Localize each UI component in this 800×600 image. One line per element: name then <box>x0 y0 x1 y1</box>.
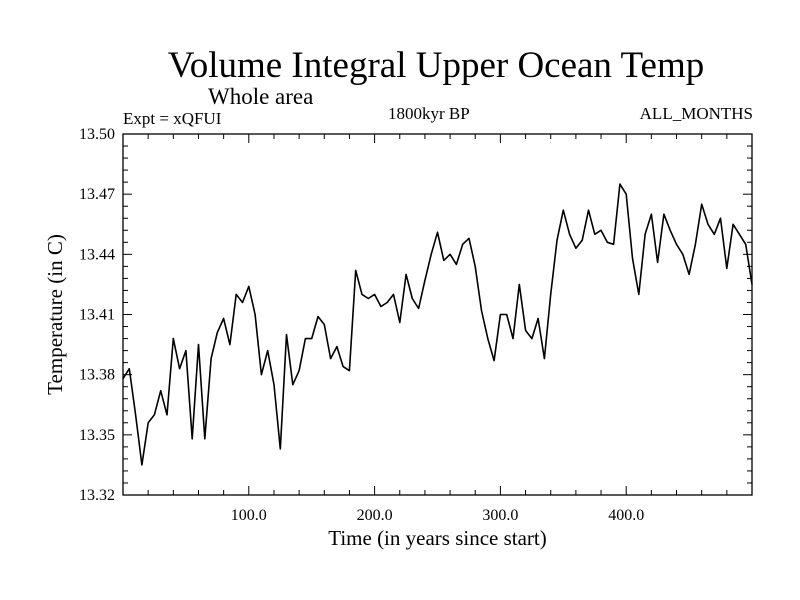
tick-marks <box>123 134 752 495</box>
y-tick-label: 13.32 <box>79 487 115 504</box>
chart-title: Volume Integral Upper Ocean Temp <box>167 45 705 86</box>
x-tick-label: 300.0 <box>482 507 518 524</box>
x-axis-label: Time (in years since start) <box>328 526 547 550</box>
tick-labels: 100.0 200.0 300.0 400.0 13.32 13.35 13.38 13.41… <box>79 126 644 524</box>
chart-subtitle: Whole area <box>208 84 314 109</box>
series-line <box>122 183 753 466</box>
y-tick-label: 13.41 <box>79 307 115 324</box>
experiment-label: Expt = xQFUI <box>123 109 222 128</box>
x-tick-label: 100.0 <box>231 507 267 524</box>
y-tick-label: 13.47 <box>79 186 115 203</box>
period-label: 1800kyr BP <box>388 104 470 123</box>
y-tick-label: 13.44 <box>79 246 115 263</box>
y-tick-label: 13.38 <box>79 367 115 384</box>
y-tick-label: 13.35 <box>79 427 115 444</box>
y-tick-label: 13.50 <box>79 126 115 143</box>
months-label: ALL_MONTHS <box>639 104 753 123</box>
y-axis-label: Temperature (in C) <box>43 234 67 395</box>
x-tick-label: 400.0 <box>608 507 644 524</box>
x-tick-label: 200.0 <box>357 507 393 524</box>
series-layer <box>122 183 753 466</box>
plot-frame <box>122 133 753 496</box>
